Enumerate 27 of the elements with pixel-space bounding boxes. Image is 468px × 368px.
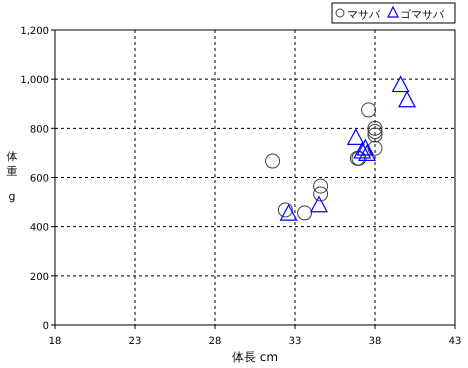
x-tick-label: 38	[368, 336, 382, 347]
legend-label: マサバ	[347, 8, 381, 21]
y-tick-label: 200	[30, 272, 49, 283]
x-tick-label: 23	[128, 336, 142, 347]
point	[278, 202, 293, 218]
y-tick-label: 400	[30, 222, 49, 234]
y-tick-label: 1,000	[20, 75, 49, 86]
legend-label: ゴマサバ	[400, 8, 445, 21]
y-axis-title: 体重 g	[6, 150, 18, 203]
y-tick-label: 0	[42, 321, 49, 332]
point	[265, 154, 280, 169]
x-tick-label: 33	[288, 336, 302, 347]
x-tick-label: 28	[208, 336, 222, 347]
x-tick-label: 18	[48, 336, 62, 347]
point	[368, 120, 382, 136]
point	[361, 102, 376, 118]
x-tick-label: 43	[448, 336, 462, 347]
x-axis-title: 体長 cm	[232, 350, 278, 364]
y-tick-label: 1,200	[20, 26, 49, 37]
point	[297, 205, 312, 220]
point	[313, 186, 328, 202]
point	[368, 124, 382, 140]
point	[368, 140, 382, 156]
y-tick-label: 800	[30, 124, 49, 136]
y-tick-label: 600	[30, 174, 49, 184]
point	[368, 127, 382, 142]
point	[313, 178, 328, 194]
